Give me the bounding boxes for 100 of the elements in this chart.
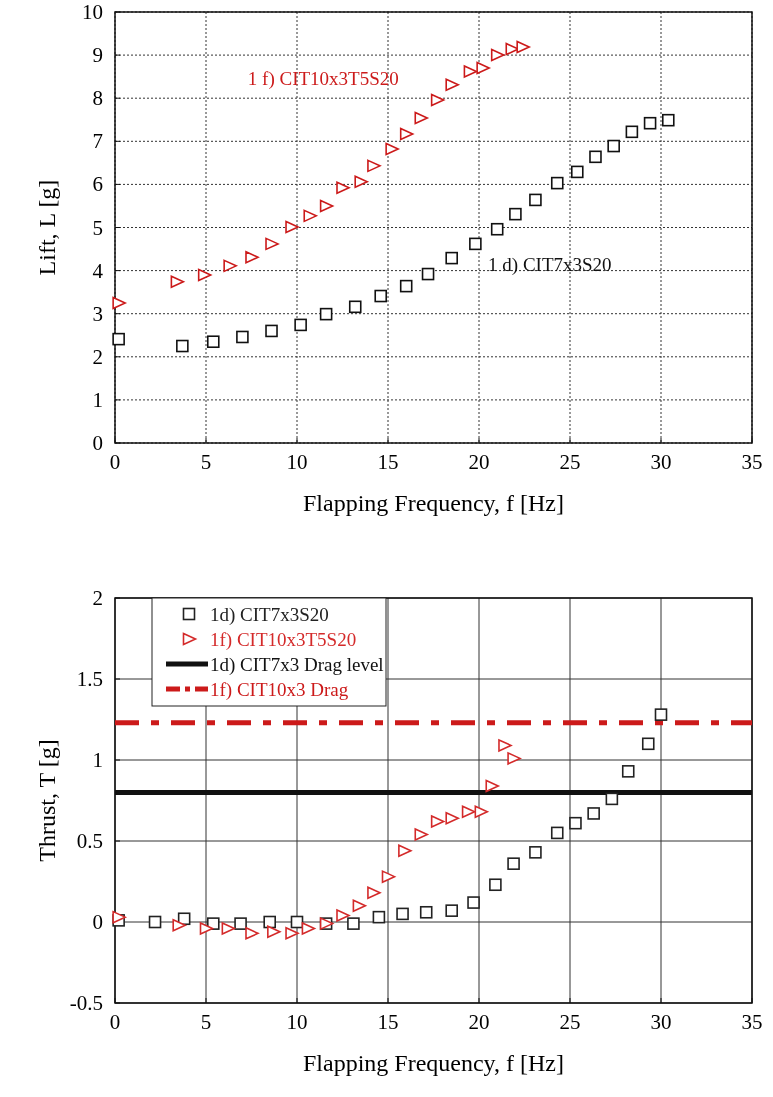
point — [643, 116, 657, 130]
y-tick-label: -0.5 — [69, 991, 103, 1015]
point — [399, 127, 414, 141]
y-tick-label: 2 — [92, 586, 103, 610]
x-tick-label: 25 — [559, 450, 581, 474]
point — [176, 339, 189, 353]
point — [112, 332, 125, 346]
y-tick-label: 7 — [92, 129, 103, 154]
point — [569, 816, 582, 830]
point — [430, 815, 445, 828]
point — [421, 267, 435, 281]
series-label: 1 d) CIT7x3S20 — [488, 253, 612, 276]
point — [112, 296, 126, 310]
point — [507, 752, 521, 765]
point — [199, 922, 214, 935]
y-axis-title: Thrust, T [g] — [34, 739, 60, 862]
series-label: 1 f) CIT10x3T5S20 — [247, 68, 399, 91]
x-tick-label: 35 — [741, 450, 763, 474]
legend-label: 1d) CIT7x3S20 — [210, 604, 329, 626]
x-tick-label: 0 — [109, 450, 121, 474]
point — [396, 907, 409, 921]
point — [445, 904, 458, 917]
point — [348, 300, 362, 314]
x-tick-label: 10 — [286, 1010, 308, 1034]
point — [625, 125, 639, 139]
point — [605, 792, 619, 806]
legend-label: 1d) CIT7x3 Drag level — [210, 654, 384, 676]
point — [529, 846, 542, 859]
y-tick-label: 0 — [92, 910, 103, 934]
point — [490, 222, 504, 236]
point — [263, 915, 276, 929]
point — [148, 915, 162, 929]
point — [347, 917, 360, 930]
point — [319, 199, 334, 213]
point — [234, 917, 247, 930]
point — [445, 78, 459, 92]
x-tick-label: 30 — [650, 450, 672, 474]
y-tick-label: 0 — [92, 431, 103, 455]
point — [507, 857, 520, 870]
point — [414, 111, 429, 125]
x-axis-title: Flapping Frequency, f [Hz] — [302, 490, 565, 516]
y-tick-label: 4 — [92, 258, 104, 283]
point — [570, 165, 584, 179]
x-tick-label: 5 — [200, 450, 212, 474]
x-axis-title: Flapping Frequency, f [Hz] — [302, 1050, 565, 1076]
point — [469, 237, 482, 251]
point — [245, 927, 259, 940]
point — [206, 335, 220, 349]
point — [430, 93, 445, 107]
point — [170, 275, 185, 289]
point — [498, 739, 512, 752]
point — [485, 779, 500, 793]
point — [641, 737, 655, 751]
point — [587, 807, 600, 820]
point — [474, 805, 489, 819]
x-tick-label: 30 — [650, 1010, 672, 1034]
y-tick-label: 0.5 — [76, 829, 103, 853]
x-tick-label: 35 — [741, 1010, 763, 1034]
point — [589, 150, 602, 164]
y-tick-label: 1.5 — [76, 667, 103, 691]
point — [265, 324, 278, 338]
x-tick-label: 25 — [559, 1010, 581, 1034]
point — [336, 181, 350, 195]
point — [197, 268, 212, 282]
point — [112, 910, 126, 924]
point — [461, 805, 476, 819]
y-tick-label: 9 — [92, 43, 103, 68]
point — [285, 220, 299, 234]
x-tick-label: 15 — [377, 450, 399, 474]
point — [367, 886, 381, 900]
point — [489, 878, 502, 892]
point — [372, 910, 386, 924]
point — [445, 812, 459, 825]
y-tick-label: 5 — [92, 215, 103, 240]
x-tick-label: 15 — [377, 1010, 399, 1034]
point — [490, 48, 505, 62]
point — [621, 765, 635, 778]
point — [399, 279, 413, 293]
point — [398, 844, 412, 858]
y-tick-label: 1 — [92, 387, 103, 412]
point — [445, 251, 458, 265]
x-tick-label: 20 — [468, 1010, 490, 1034]
x-tick-label: 0 — [109, 1010, 121, 1034]
point — [654, 708, 668, 721]
point — [476, 61, 490, 75]
x-tick-label: 10 — [286, 450, 308, 474]
point — [529, 193, 542, 207]
point — [267, 925, 281, 939]
x-tick-label: 5 — [200, 1010, 212, 1034]
point — [516, 40, 530, 54]
point — [245, 250, 259, 264]
point — [206, 917, 220, 930]
point — [419, 905, 433, 919]
point — [467, 896, 480, 909]
point — [265, 237, 279, 251]
point — [301, 922, 316, 935]
point — [414, 828, 429, 841]
point — [294, 318, 307, 332]
legend-label: 1f) CIT10x3T5S20 — [210, 629, 357, 651]
legend-label: 1f) CIT10x3 Drag — [210, 679, 349, 701]
